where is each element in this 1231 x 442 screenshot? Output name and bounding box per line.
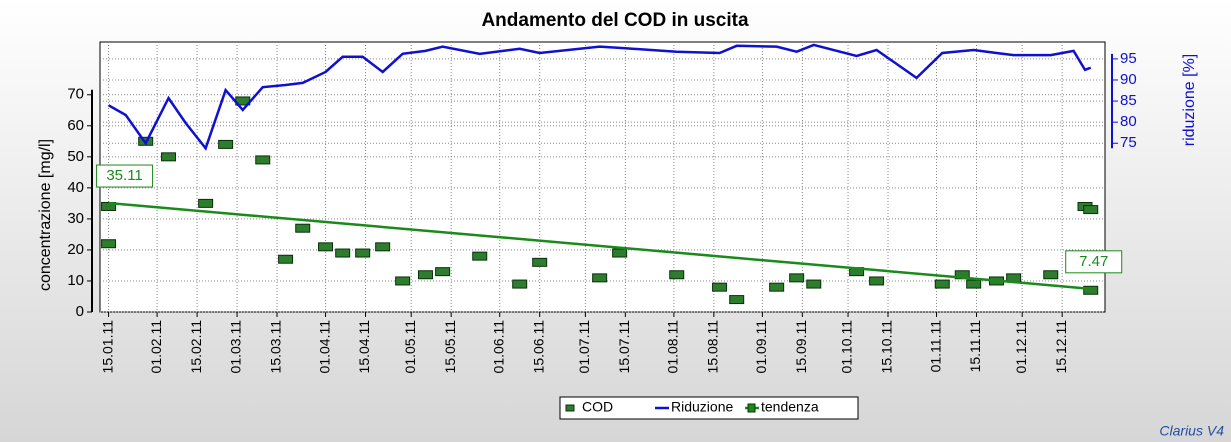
cod-marker	[806, 279, 822, 289]
cod-marker	[218, 139, 234, 149]
cod-marker	[101, 239, 117, 249]
cod-marker	[669, 270, 685, 280]
cod-marker	[355, 248, 371, 258]
legend-marker	[747, 403, 756, 413]
cod-marker	[375, 242, 391, 252]
cod-marker	[769, 282, 785, 292]
cod-marker	[869, 276, 885, 286]
cod-marker	[335, 248, 351, 258]
trend-line	[108, 201, 1091, 291]
y-tick-label: 60	[67, 117, 84, 134]
y2-axis-label: riduzione [%]	[1181, 54, 1198, 147]
y2-tick-label: 75	[1120, 134, 1137, 151]
cod-marker	[101, 201, 117, 211]
y2-tick-label: 85	[1120, 92, 1137, 109]
cod-marker	[1083, 205, 1099, 215]
y-tick-label: 70	[67, 86, 84, 103]
x-tick-label: 15.02.11	[188, 320, 204, 374]
x-tick-label: 15.04.11	[356, 320, 372, 374]
x-tick-label: 01.07.11	[576, 320, 592, 374]
cod-marker	[1043, 270, 1059, 280]
data-label-box	[1065, 250, 1123, 274]
plot-area	[99, 41, 1106, 313]
legend-label: tendenza	[761, 399, 819, 415]
cod-marker	[712, 282, 728, 292]
x-tick-label: 01.06.11	[490, 320, 506, 374]
y2-tick-label: 95	[1120, 50, 1137, 67]
data-label: 35.11	[106, 167, 142, 184]
x-tick-label: 01.10.11	[839, 320, 855, 374]
cod-marker	[435, 267, 451, 277]
data-label: 7.47	[1079, 253, 1108, 270]
cod-marker	[278, 254, 294, 264]
cod-marker	[472, 251, 488, 261]
y-tick-label: 10	[67, 272, 84, 289]
legend-marker	[565, 404, 575, 412]
cod-marker	[592, 273, 608, 283]
cod-marker	[198, 198, 214, 208]
legend-label: Riduzione	[671, 399, 733, 415]
x-tick-label: 15.06.11	[530, 320, 546, 374]
chart-title: Andamento del COD in uscita	[481, 10, 749, 31]
cod-marker	[934, 279, 950, 289]
cod-marker	[729, 295, 745, 305]
cod-marker	[417, 270, 433, 280]
x-tick-label: 15.09.11	[793, 320, 809, 374]
cod-marker	[255, 155, 271, 165]
data-label-box	[96, 164, 154, 188]
cod-marker	[395, 276, 411, 286]
y2-tick-label: 90	[1120, 71, 1137, 88]
x-tick-label: 01.03.11	[228, 320, 244, 374]
x-tick-label: 01.12.11	[1013, 320, 1029, 374]
y-tick-label: 20	[67, 241, 84, 258]
x-tick-label: 01.02.11	[148, 320, 164, 374]
legend-box	[559, 396, 859, 420]
y-tick-label: 40	[67, 179, 84, 196]
cod-marker	[295, 223, 311, 233]
cod-marker	[532, 257, 548, 267]
x-tick-label: 15.07.11	[616, 320, 632, 374]
cod-marker	[161, 152, 177, 162]
cod-marker	[612, 248, 628, 258]
cod-marker	[512, 279, 528, 289]
cod-marker	[1083, 285, 1099, 295]
x-tick-label: 15.10.11	[879, 320, 895, 374]
x-tick-label: 01.05.11	[402, 320, 418, 374]
x-tick-label: 15.05.11	[442, 320, 458, 374]
cod-marker	[318, 242, 334, 252]
riduzione-line	[107, 43, 1092, 151]
x-tick-label: 15.11.11	[967, 320, 983, 373]
footer: Clarius V4	[1159, 423, 1224, 439]
x-tick-label: 01.11.11	[927, 320, 943, 373]
x-tick-label: 15.08.11	[705, 320, 721, 374]
y-tick-label: 50	[67, 148, 84, 165]
cod-marker	[789, 273, 805, 283]
y-tick-label: 30	[67, 210, 84, 227]
legend-label: COD	[582, 399, 613, 415]
y-tick-label: 0	[76, 303, 84, 320]
cod-marker	[966, 279, 982, 289]
x-tick-label: 15.12.11	[1053, 320, 1069, 374]
x-tick-label: 01.08.11	[665, 320, 681, 374]
x-tick-label: 15.01.11	[99, 320, 115, 374]
y2-tick-label: 80	[1120, 113, 1137, 130]
y-axis-label: concentrazione [mg/l]	[37, 139, 54, 291]
x-tick-label: 15.03.11	[268, 320, 284, 374]
x-tick-label: 01.09.11	[753, 320, 769, 374]
x-tick-label: 01.04.11	[316, 320, 332, 374]
